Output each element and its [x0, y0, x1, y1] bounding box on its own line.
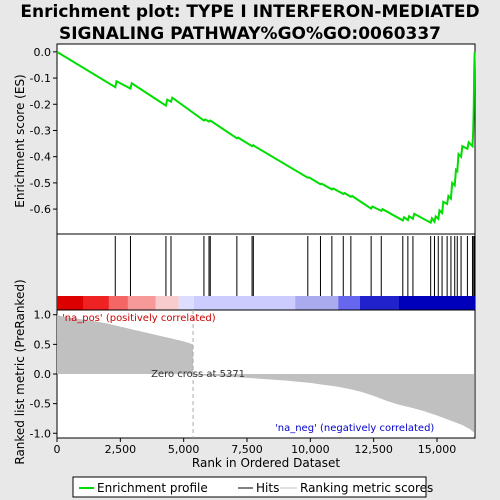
legend-label-enrichment: Enrichment profile: [97, 481, 208, 495]
rank-x-tick-label: 15,000: [418, 443, 457, 456]
rank-gradient-bar: [57, 296, 475, 310]
rank-x-tick-label: 7,500: [231, 443, 263, 456]
rank-x-tick-label: 2,500: [105, 443, 137, 456]
positive-correlation-label: 'na_pos' (positively correlated): [62, 313, 216, 324]
rank-x-axis-label: Rank in Ordered Dataset: [192, 456, 340, 470]
gradient-segment: [338, 296, 360, 310]
es-y-tick-label: -0.3: [30, 124, 51, 137]
chart-title-line-2: SIGNALING PATHWAY%GO%GO:0060337: [58, 24, 442, 44]
gradient-segment: [108, 296, 128, 310]
gradient-segment: [295, 296, 339, 310]
es-y-axis-label: Enrichment score (ES): [13, 74, 27, 207]
es-panel-frame: [56, 43, 476, 235]
legend-frame: [72, 476, 427, 498]
rank-x-axis: 0 2,500 5,000 7,500 10,000 12,500 15,000: [54, 438, 457, 456]
es-y-axis: 0.0 -0.1 -0.2 -0.3 -0.4 -0.5 -0.6: [30, 46, 57, 216]
rank-y-axis-label: Ranked list metric (PreRanked): [13, 279, 27, 464]
es-panel: 0.0 -0.1 -0.2 -0.3 -0.4 -0.5 -0.6 Enrichment s…: [13, 43, 476, 235]
gradient-segment: [399, 296, 475, 310]
es-y-tick-label: -0.4: [30, 151, 51, 164]
rank-y-axis: 1.0 0.5 0.0 -0.5 -1.0: [30, 309, 57, 440]
enrichment-profile-line: [56, 51, 476, 225]
rank-x-tick-label: 10,000: [291, 443, 330, 456]
ranking-metric-area: [57, 314, 475, 434]
gradient-segment: [359, 296, 399, 310]
gradient-segment: [178, 296, 194, 310]
es-y-tick-label: -0.2: [30, 98, 51, 111]
rank-x-tick-label: 5,000: [168, 443, 200, 456]
rank-y-tick-label: -1.0: [30, 427, 51, 440]
legend-label-hits: Hits: [256, 481, 279, 495]
legend: Enrichment profile Hits Ranking metric s…: [72, 476, 433, 498]
gradient-segment: [83, 296, 109, 310]
es-y-tick-label: -0.6: [30, 203, 51, 216]
gradient-segment: [193, 296, 296, 310]
es-y-tick-label: -0.1: [30, 72, 51, 85]
gradient-segment: [127, 296, 156, 310]
es-y-tick-label: -0.5: [30, 177, 51, 190]
es-y-tick-label: 0.0: [34, 46, 52, 59]
rank-y-tick-label: 0.0: [34, 368, 52, 381]
hits-panel: [56, 233, 476, 311]
chart-title-line-1: Enrichment plot: TYPE I INTERFERON-MEDIA…: [20, 2, 480, 22]
zero-cross-label: Zero cross at 5371: [151, 369, 245, 380]
negative-correlation-label: 'na_neg' (negatively correlated): [275, 423, 434, 434]
gradient-segment: [155, 296, 179, 310]
rank-y-tick-label: 1.0: [34, 309, 52, 322]
hit-markers: [114, 236, 475, 296]
rank-y-tick-label: -0.5: [30, 398, 51, 411]
rank-x-tick-label: 0: [54, 443, 61, 456]
legend-label-ranking: Ranking metric scores: [300, 481, 433, 495]
rank-x-tick-label: 12,500: [354, 443, 393, 456]
ranked-list-panel: 1.0 0.5 0.0 -0.5 -1.0 0 2,500 5,000 7,500 10,000…: [13, 279, 476, 470]
rank-y-tick-label: 0.5: [34, 338, 52, 351]
gradient-segment: [57, 296, 84, 310]
chart-title: Enrichment plot: TYPE I INTERFERON-MEDIA…: [0, 1, 500, 45]
